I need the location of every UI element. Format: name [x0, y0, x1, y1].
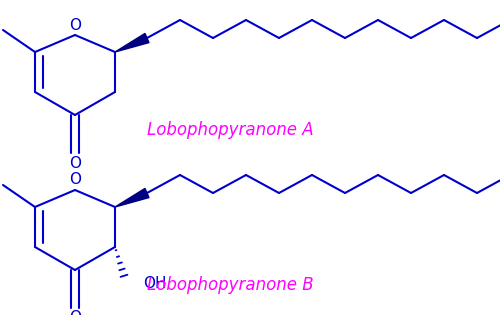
Text: O: O: [69, 311, 81, 315]
Polygon shape: [115, 33, 149, 52]
Text: Lobophopyranone B: Lobophopyranone B: [146, 276, 314, 294]
Text: O: O: [69, 156, 81, 170]
Text: O: O: [69, 18, 81, 32]
Text: O: O: [69, 173, 81, 187]
Text: Lobophopyranone A: Lobophopyranone A: [146, 121, 314, 139]
Text: OH: OH: [143, 276, 167, 290]
Polygon shape: [115, 188, 149, 207]
